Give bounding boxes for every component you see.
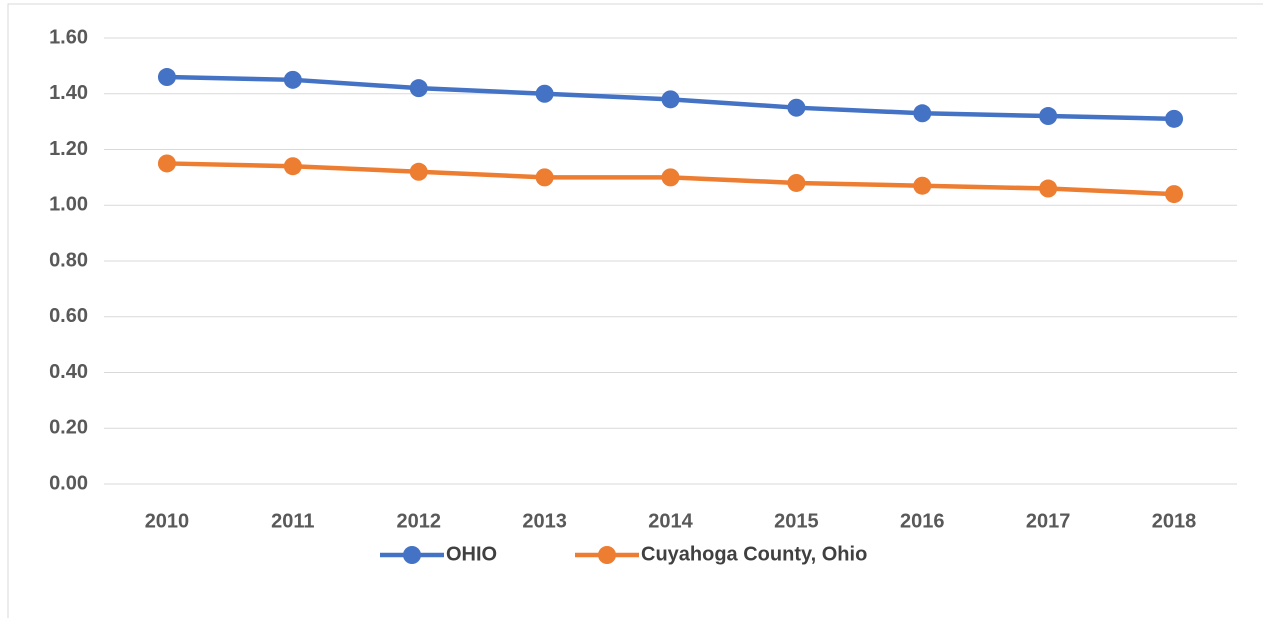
data-point bbox=[1039, 179, 1058, 198]
y-tick-label: 1.60 bbox=[49, 26, 88, 48]
data-point bbox=[1165, 185, 1184, 204]
x-tick-label: 2017 bbox=[1026, 510, 1071, 532]
data-point bbox=[661, 168, 680, 187]
data-point bbox=[787, 98, 806, 117]
data-point bbox=[409, 162, 428, 181]
x-tick-label: 2013 bbox=[522, 510, 567, 532]
y-tick-label: 1.20 bbox=[49, 138, 88, 160]
y-tick-label: 0.20 bbox=[49, 417, 88, 439]
y-tick-label: 0.00 bbox=[49, 472, 88, 494]
x-tick-label: 2011 bbox=[271, 510, 314, 532]
data-point bbox=[157, 68, 176, 87]
y-tick-label: 0.60 bbox=[49, 305, 88, 327]
data-point bbox=[787, 173, 806, 192]
data-point bbox=[283, 70, 302, 89]
data-point bbox=[157, 154, 176, 173]
data-point bbox=[535, 84, 554, 103]
y-tick-label: 1.40 bbox=[49, 82, 88, 104]
y-tick-label: 0.80 bbox=[49, 249, 88, 271]
data-point bbox=[409, 79, 428, 98]
legend-label: OHIO bbox=[446, 543, 497, 565]
data-point bbox=[913, 104, 932, 123]
data-point bbox=[283, 157, 302, 176]
x-tick-label: 2012 bbox=[396, 510, 441, 532]
data-point bbox=[535, 168, 554, 187]
x-tick-label: 2015 bbox=[774, 510, 819, 532]
data-point bbox=[913, 176, 932, 195]
legend-marker bbox=[598, 546, 616, 564]
chart-frame bbox=[7, 3, 1263, 618]
x-tick-label: 2010 bbox=[145, 510, 190, 532]
data-point bbox=[1165, 109, 1184, 128]
legend-label: Cuyahoga County, Ohio bbox=[641, 543, 867, 565]
data-point bbox=[661, 90, 680, 109]
x-tick-label: 2018 bbox=[1152, 510, 1197, 532]
legend-marker bbox=[403, 546, 421, 564]
y-tick-label: 1.00 bbox=[49, 194, 88, 216]
data-point bbox=[1039, 107, 1058, 126]
y-tick-label: 0.40 bbox=[49, 361, 88, 383]
x-tick-label: 2014 bbox=[648, 510, 693, 532]
x-tick-label: 2016 bbox=[900, 510, 945, 532]
